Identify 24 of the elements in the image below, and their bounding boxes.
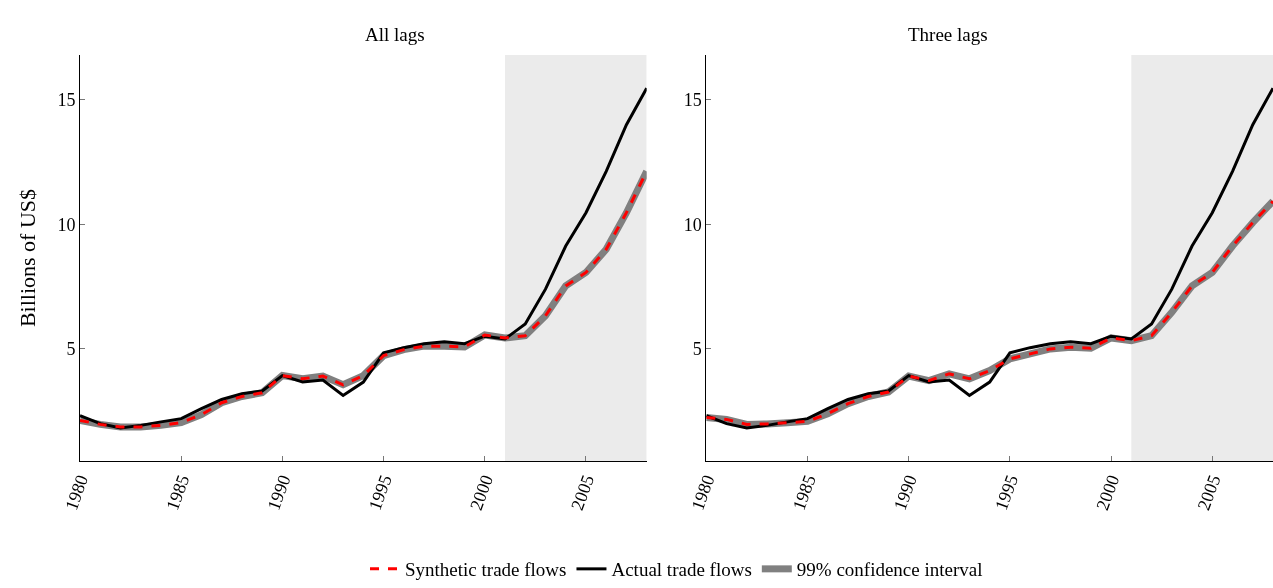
legend-label: Actual trade flows (611, 559, 752, 581)
x-tick-label: 2000 (465, 472, 497, 513)
x-tick-label: 2005 (1193, 472, 1225, 513)
x-tick-label: 1990 (889, 472, 921, 513)
chart-title: Three lags (908, 24, 988, 45)
y-tick-label: 10 (683, 214, 702, 235)
y-tick-label: 5 (66, 339, 76, 360)
x-tick-label: 1995 (991, 472, 1023, 513)
y-tick-label: 5 (692, 339, 702, 360)
y-tick-label: 10 (57, 214, 76, 235)
y-tick-label: 15 (683, 90, 702, 111)
x-tick-label: 1985 (788, 472, 820, 513)
x-tick-label: 1980 (687, 472, 719, 513)
x-tick-label: 2000 (1092, 472, 1124, 513)
x-tick-label: 1990 (263, 472, 295, 513)
y-tick-label: 15 (57, 90, 76, 111)
x-tick-label: 1995 (364, 472, 396, 513)
legend-label: Synthetic trade flows (405, 559, 567, 581)
x-tick-label: 2005 (567, 472, 599, 513)
x-tick-label: 1985 (162, 472, 194, 513)
y-axis-title: Billions of US$ (15, 188, 41, 328)
chart-title: All lags (365, 24, 425, 45)
legend-label: 99% confidence interval (796, 559, 983, 581)
x-tick-label: 1980 (61, 472, 93, 513)
